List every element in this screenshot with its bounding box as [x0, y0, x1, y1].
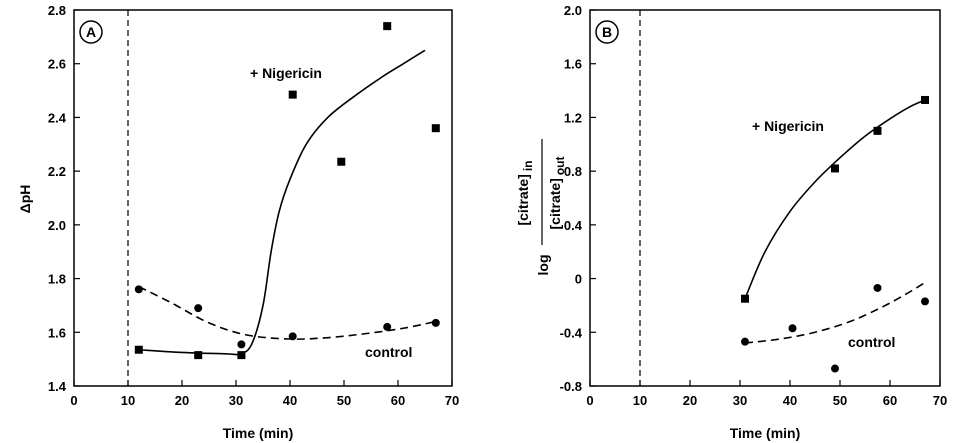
y-tick-label: 0.4 [564, 218, 583, 233]
x-axis-title: Time (min) [730, 425, 801, 441]
panel-letter-a: A [79, 20, 103, 44]
fit-curve-nigericin [744, 99, 926, 300]
data-point-control [788, 324, 797, 333]
series-label-control: control [365, 344, 412, 360]
x-tick-label: 60 [883, 393, 897, 408]
y-tick-label: 2.0 [48, 218, 66, 233]
x-axis-title: Time (min) [223, 425, 294, 441]
x-tick-label: 30 [733, 393, 747, 408]
y-tick-label: 2.8 [48, 3, 66, 18]
data-point-nigericin [288, 90, 297, 99]
data-point-control [831, 364, 839, 373]
data-point-nigericin [337, 157, 346, 166]
fit-curve-control [138, 285, 436, 340]
y-tick-label: 2.6 [48, 57, 66, 72]
data-point-nigericin [873, 126, 882, 135]
data-point-nigericin [741, 294, 749, 303]
series-label-nigericin: + Nigericin [752, 118, 824, 134]
series-label-control: control [848, 334, 895, 350]
y-tick-label: 1.8 [48, 272, 66, 287]
y-axis-denominator: [citrate]out [547, 156, 567, 229]
fit-curve-control [744, 281, 926, 344]
data-point-nigericin [921, 95, 929, 104]
y-tick-label: 1.6 [564, 57, 582, 72]
y-tick-label: 1.6 [48, 325, 66, 340]
panel-letter-b: B [595, 20, 619, 44]
data-point-control [383, 322, 392, 331]
x-tick-label: 20 [175, 393, 189, 408]
panel-b: B Time (min) log [citrate]in [citrate]ou… [515, 3, 947, 441]
y-tick-label: 2.2 [48, 164, 66, 179]
ticks: 0 10 20 30 40 50 60 70 -0.8 -0.4 0 0.4 0.8 1.2 1.6 2.0 [560, 3, 948, 408]
y-tick-label: -0.4 [560, 325, 583, 340]
y-tick-label: 0.8 [564, 164, 582, 179]
data-point-control [237, 340, 246, 349]
data-point-nigericin [194, 351, 203, 360]
x-tick-label: 10 [633, 393, 647, 408]
x-tick-label: 0 [70, 393, 77, 408]
y-tick-label: 1.2 [564, 110, 582, 125]
y-axis-title: ΔpH [17, 185, 33, 214]
x-tick-label: 70 [933, 393, 947, 408]
data-point-nigericin [831, 164, 839, 173]
x-tick-label: 30 [229, 393, 243, 408]
panel-letter-circle [79, 20, 103, 44]
y-tick-label: 2.0 [564, 3, 582, 18]
fit-curve-nigericin [138, 49, 426, 356]
data-point-nigericin [134, 345, 143, 354]
data-point-control [288, 332, 297, 341]
x-tick-label: 60 [391, 393, 405, 408]
series-label-nigericin: + Nigericin [250, 65, 322, 81]
x-tick-label: 20 [683, 393, 697, 408]
y-axis-title: log [citrate]in [citrate]out [515, 139, 567, 276]
data-point-control [741, 337, 749, 346]
x-tick-label: 40 [283, 393, 297, 408]
plot-frame [589, 9, 941, 387]
data-point-control [431, 318, 440, 327]
ticks: 0 10 20 30 40 50 60 70 1.4 1.6 1.8 2.0 2.2 2.4 2.6 2.8 [48, 3, 459, 408]
x-tick-label: 70 [445, 393, 459, 408]
x-tick-label: 10 [121, 393, 135, 408]
y-tick-label: 2.4 [48, 110, 67, 125]
y-axis-numerator: [citrate]in [515, 160, 535, 225]
x-tick-label: 50 [337, 393, 351, 408]
y-tick-label: 1.4 [48, 379, 67, 394]
marks [127, 10, 440, 386]
panel-letter-text: A [86, 24, 96, 40]
y-tick-label: -0.8 [560, 379, 582, 394]
x-tick-label: 50 [833, 393, 847, 408]
panel-letter-circle [595, 20, 619, 44]
y-axis-log: log [535, 255, 551, 276]
x-tick-label: 0 [586, 393, 593, 408]
y-tick-label: 0 [575, 272, 582, 287]
data-point-control [194, 304, 203, 313]
data-point-control [873, 283, 882, 292]
data-point-nigericin [431, 124, 440, 133]
panel-a: A Time (min) ΔpH 0 10 20 30 40 50 60 70 1.4 1.6 1.… [17, 3, 459, 441]
data-point-nigericin [383, 22, 392, 31]
data-point-control [921, 297, 929, 306]
panel-letter-text: B [602, 24, 612, 40]
marks [639, 10, 929, 386]
data-point-control [134, 285, 143, 294]
data-point-nigericin [237, 351, 246, 360]
x-tick-label: 40 [783, 393, 797, 408]
plot-frame [73, 9, 453, 387]
